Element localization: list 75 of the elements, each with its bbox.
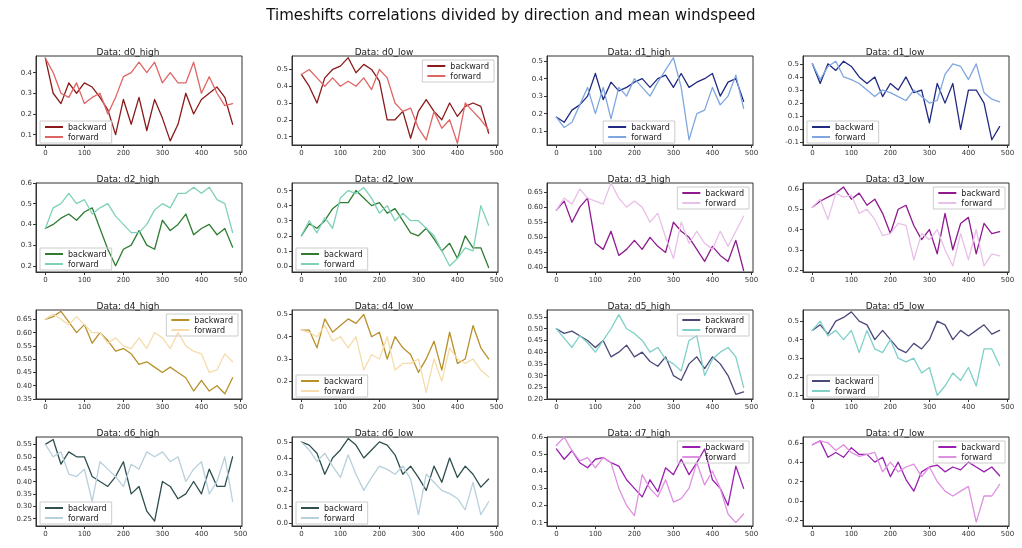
chart-title: Data: d6_high (96, 427, 160, 438)
legend-label: backward (705, 442, 744, 452)
legend-label: backward (323, 376, 363, 386)
line-series (44, 57, 234, 142)
legend-label: backward (323, 249, 363, 259)
text: Timeshifts correlations divided by direction and mean windspeed (265, 6, 757, 24)
line-series (555, 57, 745, 141)
legend-label: backward (705, 188, 744, 198)
legend-label: backward (68, 249, 107, 259)
line-series (811, 60, 1000, 141)
line-series (555, 182, 745, 260)
line-series (555, 328, 745, 395)
legend-label: forward (960, 198, 992, 208)
legend-label: forward (323, 386, 355, 396)
legend-label: forward (194, 325, 225, 335)
chart-title: Data: d3_low (865, 173, 924, 184)
line-series (555, 314, 745, 388)
legend-label: forward (631, 132, 662, 142)
chart-title: Data: d4_high (96, 300, 160, 311)
chart-title: Data: d6_low (354, 427, 413, 438)
line-series (811, 440, 1000, 523)
legend-label: forward (705, 198, 736, 208)
chart-title: Data: d1_high (607, 46, 671, 57)
chart-title: Data: d0_low (354, 46, 413, 57)
line-series (44, 438, 234, 522)
legend-label: backward (68, 122, 107, 132)
legend-label: forward (960, 452, 992, 462)
legend-label: forward (449, 71, 481, 81)
chart-title: Data: d3_high (607, 173, 671, 184)
line-series (44, 207, 234, 267)
legend-label: backward (960, 188, 1000, 198)
chart-title: Data: d5_low (865, 300, 924, 311)
legend-label: backward (68, 503, 107, 513)
legend-label: forward (834, 132, 866, 142)
legend-label: forward (68, 132, 99, 142)
line-series (555, 197, 745, 272)
line-series (44, 310, 234, 395)
legend-label: forward (68, 513, 99, 523)
line-series (555, 72, 745, 123)
legend-label: backward (834, 122, 874, 132)
line-series (811, 320, 1000, 396)
line-series (300, 313, 489, 373)
line-series (300, 324, 489, 393)
line-series (44, 443, 234, 502)
line-series (300, 441, 489, 516)
legend-label: backward (449, 61, 489, 71)
line-series (811, 60, 1000, 104)
legend-label: backward (705, 315, 744, 325)
line-series (555, 448, 745, 507)
legend-label: forward (68, 259, 99, 269)
legend-label: backward (194, 315, 233, 325)
chart-title: Data: d4_low (354, 300, 413, 311)
line-series (555, 436, 745, 524)
line-series (44, 313, 234, 374)
chart-title: Data: d5_high (607, 300, 671, 311)
chart-title: Data: d2_low (354, 173, 413, 184)
legend-label: backward (834, 376, 874, 386)
legend-label: forward (323, 259, 355, 269)
chart-title: Data: d7_low (865, 427, 924, 438)
line-series (44, 57, 234, 115)
line-series (300, 57, 489, 139)
chart-title: Data: d0_high (96, 46, 160, 57)
legend-label: forward (323, 513, 355, 523)
chart-title: Data: d1_low (865, 46, 924, 57)
line-series (811, 311, 1000, 354)
legend-label: backward (960, 442, 1000, 452)
legend-label: backward (631, 122, 670, 132)
legend-label: forward (705, 325, 736, 335)
legend-label: forward (834, 386, 866, 396)
line-series (300, 437, 489, 492)
line-series (300, 68, 489, 144)
legend-label: backward (323, 503, 363, 513)
chart-title: Data: d7_high (607, 427, 671, 438)
chart-title: Data: d2_high (96, 173, 160, 184)
line-series (44, 186, 234, 234)
